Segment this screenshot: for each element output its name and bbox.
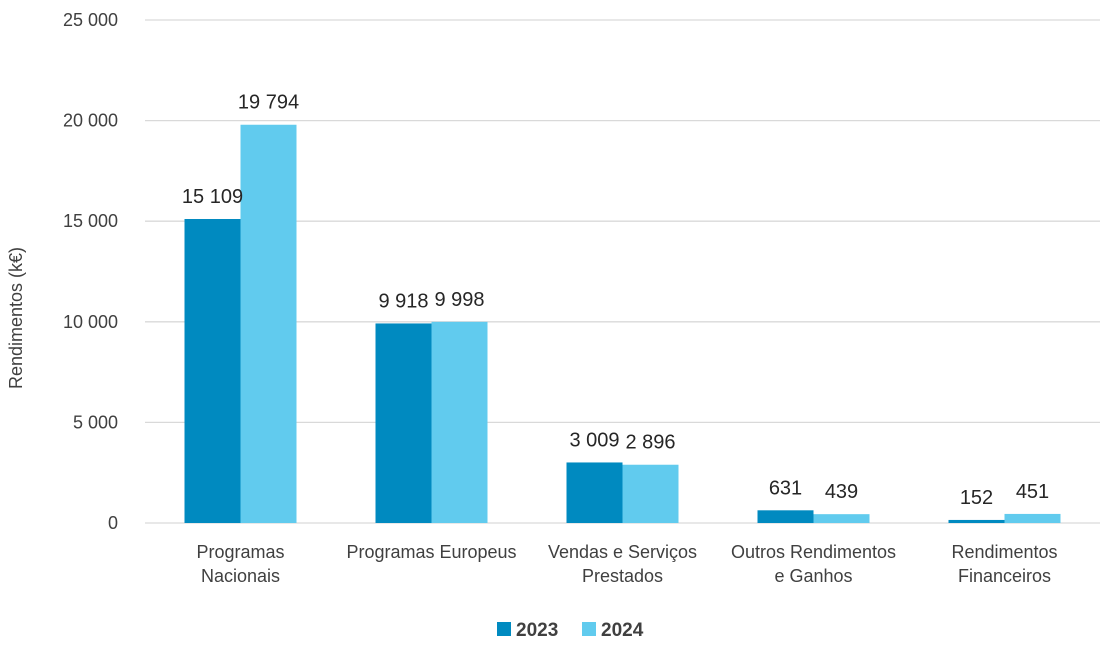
y-tick-label: 5 000 <box>73 412 118 432</box>
data-label: 3 009 <box>569 429 619 451</box>
data-label: 439 <box>825 481 858 503</box>
y-tick-label: 15 000 <box>63 211 118 231</box>
gridlines <box>145 19 1100 524</box>
x-tick-label: Outros Rendimentos <box>731 542 896 562</box>
data-label: 152 <box>960 487 993 509</box>
y-tick-label: 20 000 <box>63 111 118 131</box>
bar-2023 <box>184 219 241 523</box>
bar-2024 <box>622 464 679 523</box>
legend-swatch-2023 <box>497 622 511 636</box>
y-tick-label: 0 <box>108 513 118 533</box>
data-labels: 15 109 19 794 9 918 9 998 3 009 2 896 631 439 15… <box>182 92 1049 509</box>
data-label: 19 794 <box>238 92 299 114</box>
bar-2024 <box>1004 513 1061 523</box>
legend-swatch-2024 <box>582 622 596 636</box>
x-tick-label: Vendas e Serviços <box>548 542 697 562</box>
data-label: 9 918 <box>378 290 428 312</box>
x-tick-label: e Ganhos <box>774 566 852 586</box>
x-axis-labels: Programas Nacionais Programas Europeus Vend… <box>196 542 1057 586</box>
bar-2023 <box>757 510 814 523</box>
legend: 2023 2024 <box>497 620 644 641</box>
data-label: 631 <box>769 477 802 499</box>
bar-2024 <box>431 321 488 523</box>
data-label: 9 998 <box>434 289 484 311</box>
x-tick-label: Programas <box>196 542 284 562</box>
bar-2024 <box>240 124 297 523</box>
data-label: 15 109 <box>182 186 243 208</box>
bar-2024 <box>813 514 870 523</box>
y-tick-label: 10 000 <box>63 312 118 332</box>
bar-2023 <box>566 462 623 523</box>
x-tick-label: Rendimentos <box>951 542 1057 562</box>
x-tick-label: Prestados <box>582 566 663 586</box>
legend-label: 2023 <box>516 620 558 641</box>
data-label: 2 896 <box>625 432 675 454</box>
y-axis-title: Rendimentos (k€) <box>6 247 26 389</box>
bar-2023 <box>948 519 1005 523</box>
x-tick-label: Financeiros <box>958 566 1051 586</box>
legend-label: 2024 <box>601 620 644 641</box>
bars <box>184 124 1061 523</box>
bar-2023 <box>375 323 432 523</box>
x-tick-label: Nacionais <box>201 566 280 586</box>
data-label: 451 <box>1016 481 1049 503</box>
y-axis-ticks: 0 5 000 10 000 15 000 20 000 25 000 <box>63 10 118 533</box>
y-tick-label: 25 000 <box>63 10 118 30</box>
x-tick-label: Programas Europeus <box>346 542 516 562</box>
